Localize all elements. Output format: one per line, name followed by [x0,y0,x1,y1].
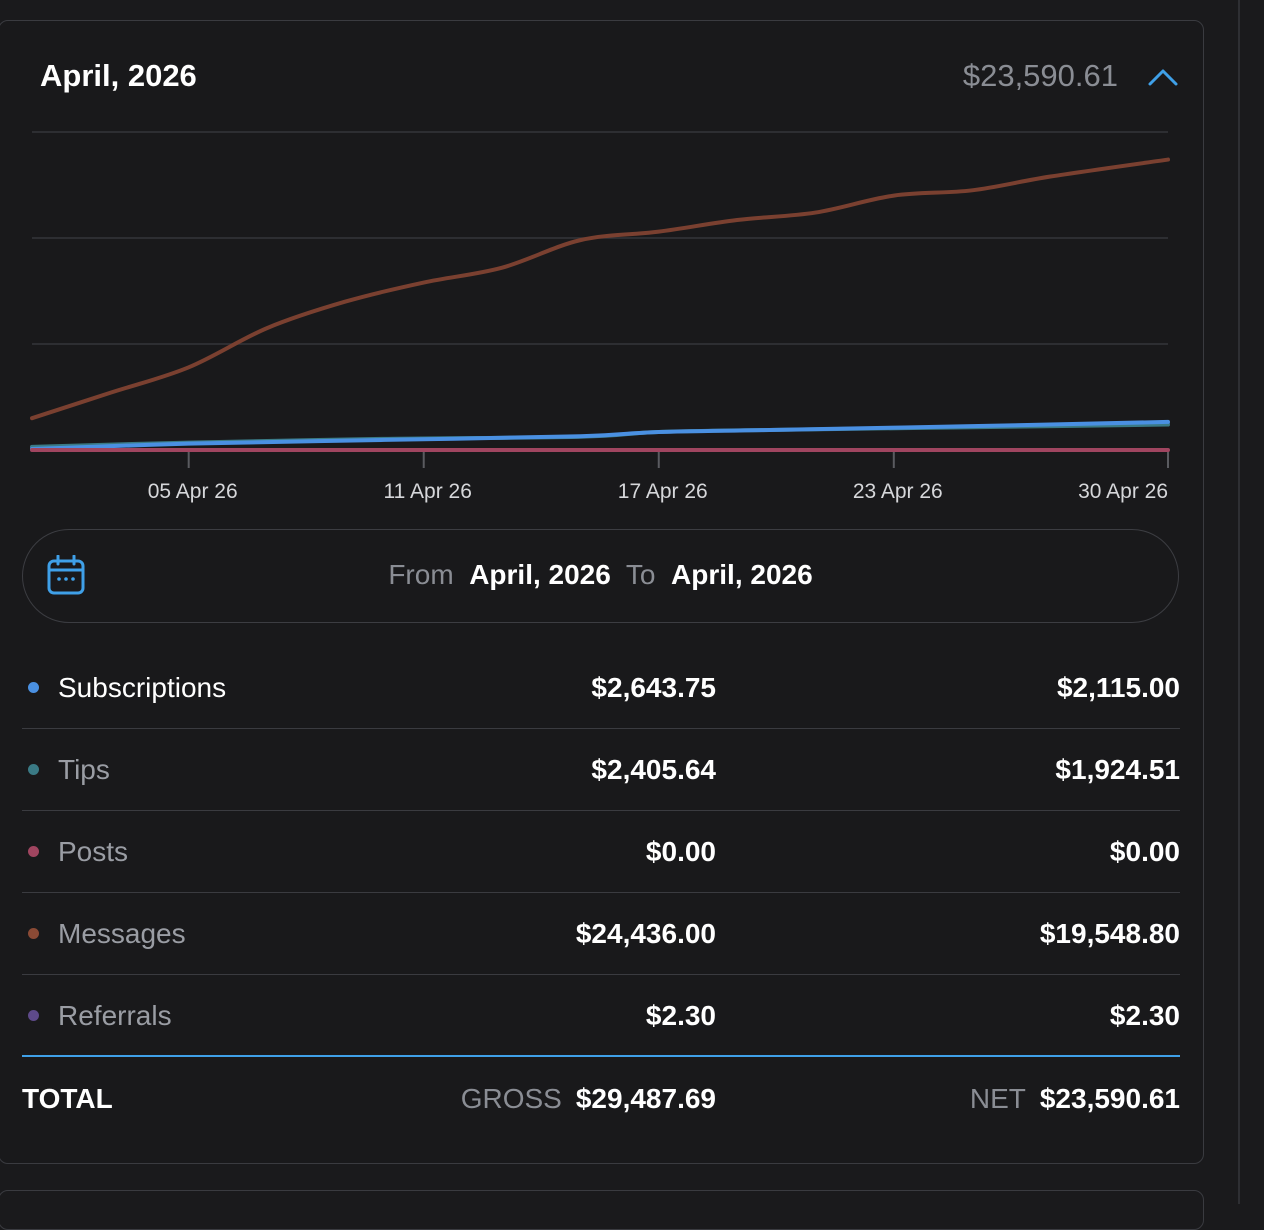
collapse-button[interactable] [1146,60,1180,92]
gross-label: GROSS [460,1083,562,1114]
net-value: $19,548.80 [1039,918,1180,949]
card-header[interactable]: April, 2026 $23,590.61 [40,56,1180,100]
earnings-breakdown-list: Subscriptions $2,643.75 $2,115.00 Tips $… [22,647,1180,1056]
category-row-referrals[interactable]: Referrals $2.30 $2.30 [22,975,1180,1056]
gross-value: $2,643.75 [591,672,716,703]
category-row-tips[interactable]: Tips $2,405.64 $1,924.51 [22,729,1180,811]
earnings-month-card [0,20,1204,1164]
gross-value: $0.00 [645,836,716,867]
x-tick-label: 05 Apr 26 [148,480,238,503]
gross-value: $2.30 [645,1000,716,1031]
total-net: NET $23,590.61 [970,1057,1180,1141]
net-value: $1,924.51 [1055,754,1180,785]
x-tick-label: 17 Apr 26 [618,480,708,503]
net-value: $2.30 [1109,1000,1180,1031]
gross-value: $2,405.64 [591,754,716,785]
subscriptions-series-line [30,419,1170,451]
month-total: $23,590.61 [962,58,1118,93]
posts-legend-dot [28,846,39,857]
category-label: Subscriptions [58,672,227,703]
from-value: April, 2026 [469,559,611,590]
from-label: From [388,559,454,590]
net-total-value: $23,590.61 [1039,1083,1180,1114]
total-label: TOTAL [22,1083,113,1114]
x-tick-label: 23 Apr 26 [853,480,943,503]
next-month-card[interactable] [0,1190,1204,1230]
category-label: Referrals [58,1000,172,1031]
total-gross: GROSS $29,487.69 [461,1057,716,1141]
category-label: Messages [58,918,186,949]
to-label: To [625,559,656,590]
category-label: Tips [58,754,110,785]
calendar-icon [47,555,85,595]
gross-total-value: $29,487.69 [575,1083,716,1114]
subscriptions-legend-dot [28,682,39,693]
tips-legend-dot [28,764,39,775]
to-value: April, 2026 [671,559,813,590]
category-label: Posts [58,836,129,867]
total-row: TOTAL GROSS $29,487.69 NET $23,590.61 [22,1055,1180,1141]
month-title: April, 2026 [40,58,197,93]
referrals-legend-dot [28,1010,39,1021]
chevron-up-icon [1148,69,1178,86]
category-row-subscriptions[interactable]: Subscriptions $2,643.75 $2,115.00 [22,647,1180,729]
net-value: $0.00 [1109,836,1180,867]
date-range-text: From April, 2026 To April, 2026 [23,530,1178,620]
net-value: $2,115.00 [1056,672,1180,703]
earnings-line-chart: 05 Apr 26 11 Apr 26 17 Apr 26 23 Apr 26 30 A… [30,131,1170,503]
right-divider [1238,0,1240,1204]
date-range-picker[interactable]: From April, 2026 To April, 2026 [22,529,1179,623]
category-row-messages[interactable]: Messages $24,436.00 $19,548.80 [22,893,1180,975]
messages-series-line [30,157,1170,421]
gross-value: $24,436.00 [575,918,716,949]
messages-legend-dot [28,928,39,939]
x-tick-label: 11 Apr 26 [384,480,472,503]
net-label: NET [969,1083,1026,1114]
x-tick-label: 30 Apr 26 [1078,480,1168,503]
category-row-posts[interactable]: Posts $0.00 $0.00 [22,811,1180,893]
